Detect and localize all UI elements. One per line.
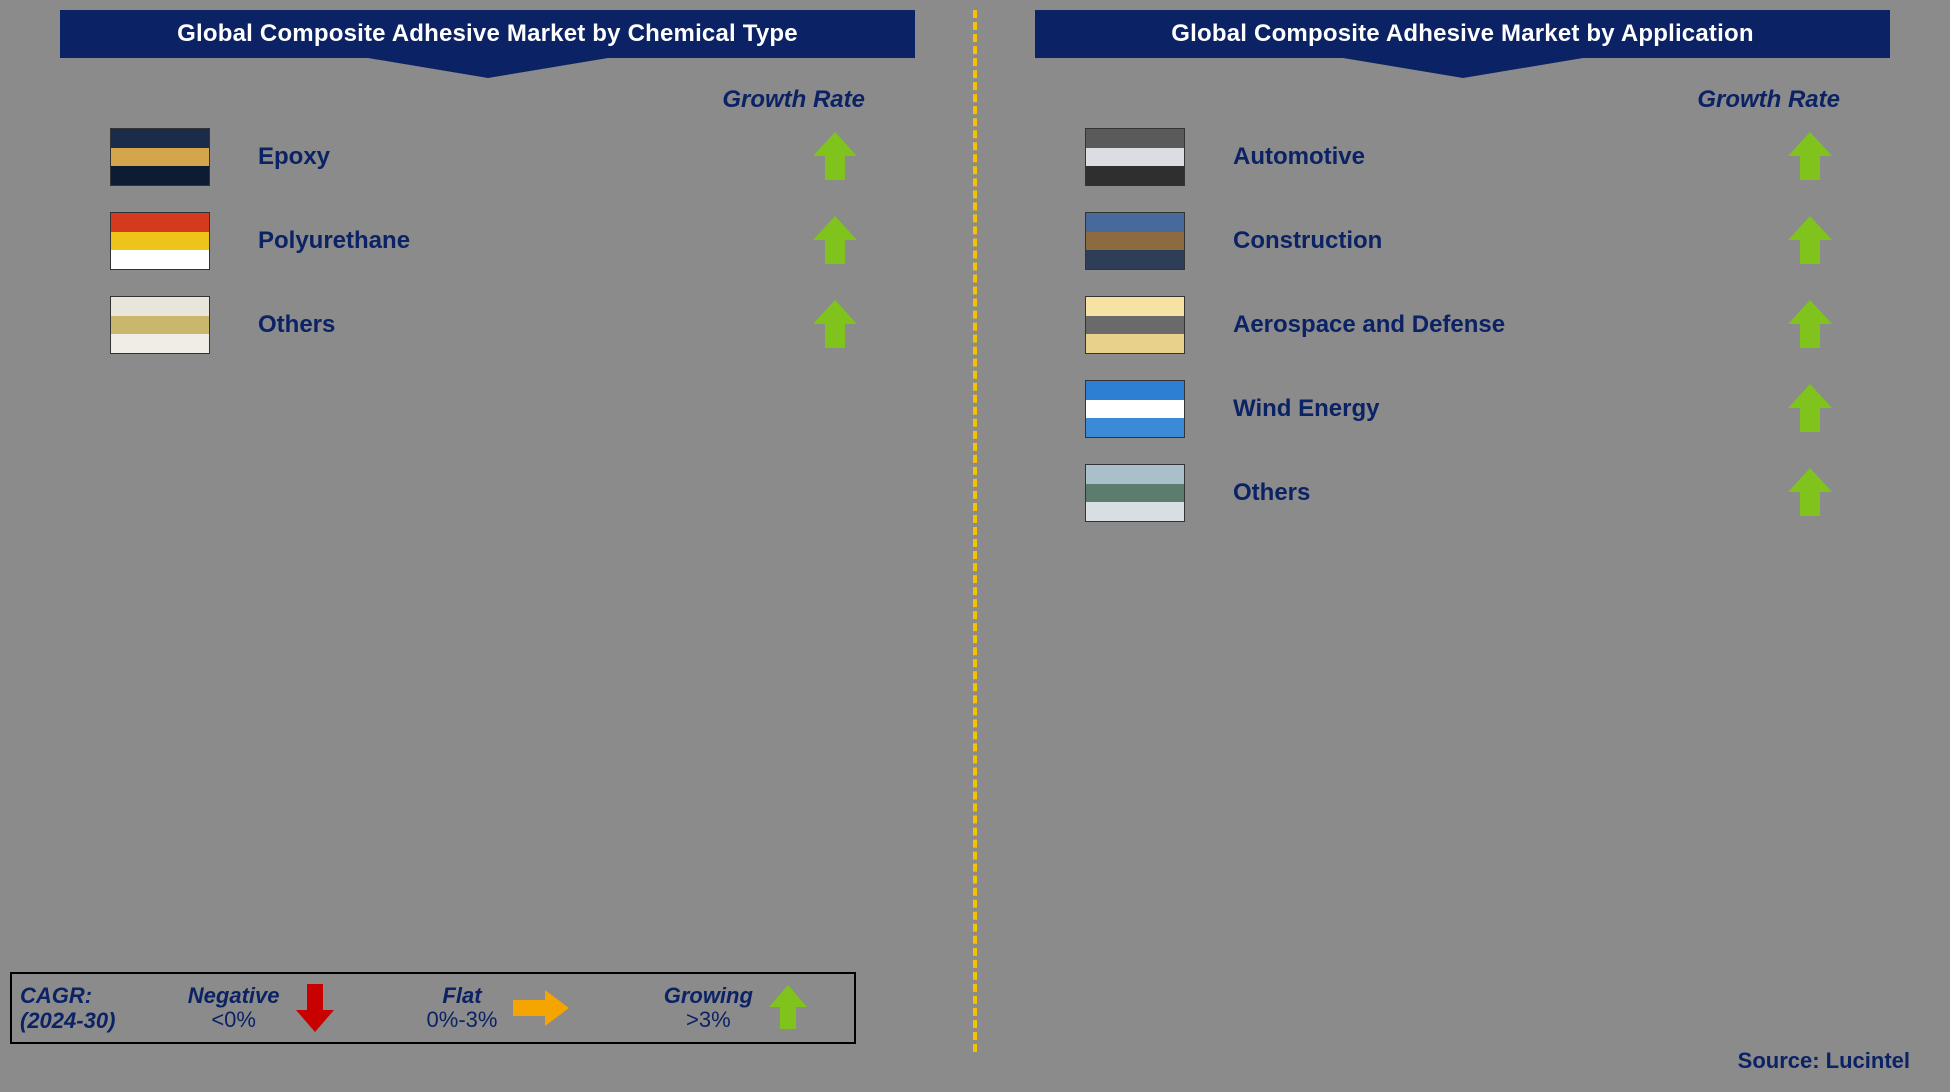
- legend-negative-subtitle: <0%: [188, 1008, 280, 1032]
- left-panel: Global Composite Adhesive Market by Chem…: [0, 0, 975, 1092]
- item-thumbnail-icon: [1085, 296, 1185, 354]
- right-header-notch-icon: [1343, 58, 1583, 78]
- right-growth-rate-label: Growth Rate: [975, 86, 1950, 114]
- list-item: Polyurethane: [110, 208, 865, 274]
- growth-arrow-cell: [1780, 216, 1840, 266]
- legend-cagr-line2: (2024-30): [20, 1008, 134, 1033]
- legend-cagr-label: CAGR: (2024-30): [12, 979, 142, 1038]
- legend-cell-growing: Growing >3%: [617, 984, 854, 1032]
- up-arrow-icon: [1788, 384, 1832, 434]
- right-panel: Global Composite Adhesive Market by Appl…: [975, 0, 1950, 1092]
- growth-arrow-cell: [1780, 300, 1840, 350]
- list-item: Others: [110, 292, 865, 358]
- legend-negative-text: Negative <0%: [188, 984, 280, 1032]
- list-item: Construction: [1085, 208, 1840, 274]
- item-thumbnail-icon: [1085, 128, 1185, 186]
- item-thumbnail-icon: [1085, 212, 1185, 270]
- item-label: Others: [210, 311, 805, 339]
- legend-growing-title: Growing: [664, 984, 753, 1008]
- up-arrow-icon: [813, 300, 857, 350]
- item-label: Aerospace and Defense: [1185, 311, 1780, 339]
- item-label: Others: [1185, 479, 1780, 507]
- list-item: Wind Energy: [1085, 376, 1840, 442]
- item-label: Wind Energy: [1185, 395, 1780, 423]
- item-thumbnail-icon: [110, 128, 210, 186]
- legend-flat-subtitle: 0%-3%: [427, 1008, 498, 1032]
- up-arrow-icon: [1788, 300, 1832, 350]
- right-arrow-icon: [513, 990, 569, 1026]
- up-arrow-icon: [813, 216, 857, 266]
- legend-growing-subtitle: >3%: [664, 1008, 753, 1032]
- item-label: Epoxy: [210, 143, 805, 171]
- legend-cagr-line1: CAGR:: [20, 983, 134, 1008]
- left-growth-rate-label: Growth Rate: [0, 86, 975, 114]
- legend-growing-text: Growing >3%: [664, 984, 753, 1032]
- growth-arrow-cell: [1780, 384, 1840, 434]
- right-header-banner: Global Composite Adhesive Market by Appl…: [1035, 10, 1890, 72]
- list-item: Others: [1085, 460, 1840, 526]
- right-items-list: Automotive Construction Aerospace and Defe…: [975, 124, 1950, 526]
- left-header-title: Global Composite Adhesive Market by Chem…: [60, 10, 915, 58]
- legend-box: CAGR: (2024-30) Negative <0% Flat 0%-3% …: [10, 972, 856, 1044]
- item-thumbnail-icon: [110, 296, 210, 354]
- growth-arrow-cell: [805, 300, 865, 350]
- up-arrow-icon: [1788, 468, 1832, 518]
- left-items-list: Epoxy Polyurethane Others: [0, 124, 975, 358]
- legend-cell-negative: Negative <0%: [142, 984, 379, 1032]
- up-arrow-icon: [1788, 216, 1832, 266]
- item-thumbnail-icon: [110, 212, 210, 270]
- legend-negative-title: Negative: [188, 984, 280, 1008]
- up-arrow-icon: [813, 132, 857, 182]
- left-header-notch-icon: [368, 58, 608, 78]
- up-arrow-icon: [769, 985, 807, 1031]
- list-item: Epoxy: [110, 124, 865, 190]
- right-header-title: Global Composite Adhesive Market by Appl…: [1035, 10, 1890, 58]
- item-label: Polyurethane: [210, 227, 805, 255]
- left-header-banner: Global Composite Adhesive Market by Chem…: [60, 10, 915, 72]
- growth-arrow-cell: [1780, 468, 1840, 518]
- growth-arrow-cell: [805, 216, 865, 266]
- item-label: Construction: [1185, 227, 1780, 255]
- up-arrow-icon: [1788, 132, 1832, 182]
- growth-arrow-cell: [1780, 132, 1840, 182]
- item-thumbnail-icon: [1085, 380, 1185, 438]
- down-arrow-icon: [296, 984, 334, 1032]
- item-label: Automotive: [1185, 143, 1780, 171]
- legend-flat-title: Flat: [427, 984, 498, 1008]
- infographic-root: Global Composite Adhesive Market by Chem…: [0, 0, 1950, 1092]
- legend-flat-text: Flat 0%-3%: [427, 984, 498, 1032]
- list-item: Automotive: [1085, 124, 1840, 190]
- legend-cell-flat: Flat 0%-3%: [379, 984, 616, 1032]
- list-item: Aerospace and Defense: [1085, 292, 1840, 358]
- growth-arrow-cell: [805, 132, 865, 182]
- source-label: Source: Lucintel: [1738, 1048, 1910, 1074]
- item-thumbnail-icon: [1085, 464, 1185, 522]
